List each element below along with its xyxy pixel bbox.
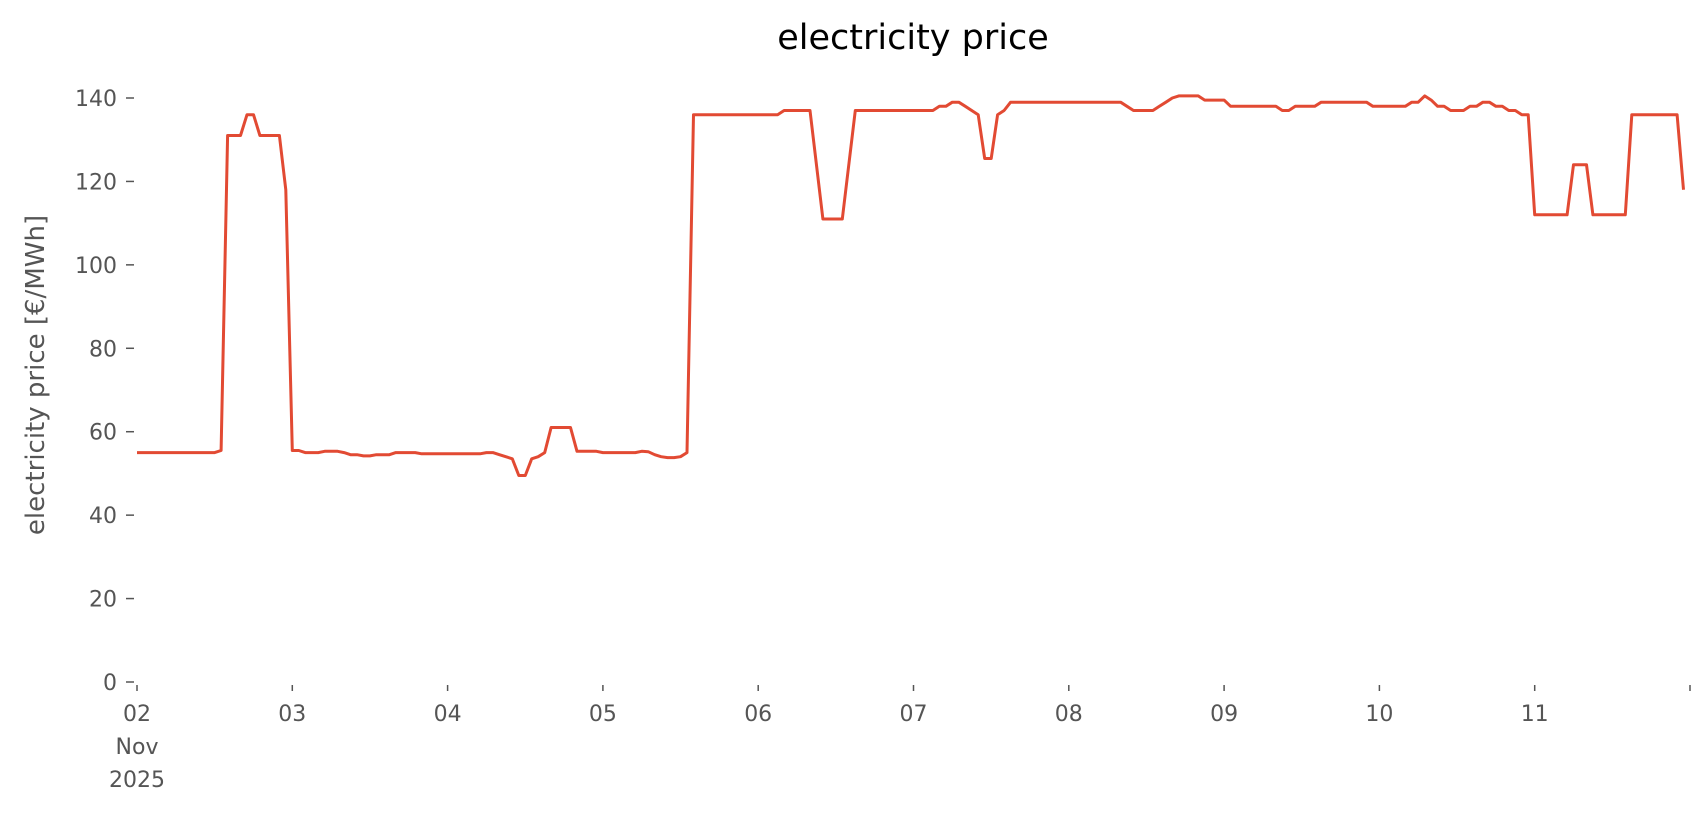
y-tick-label: 80 [89, 337, 117, 362]
x-tick-label: 05 [589, 702, 617, 727]
x-tick-label: 04 [434, 702, 462, 727]
x-axis: 02 Nov 2025 03 04 05 06 07 08 09 10 11 [109, 685, 1691, 793]
x-tick-label: 2025 [109, 768, 165, 793]
y-axis-label: electricity price [€/MWh] [21, 215, 51, 535]
price-line [137, 94, 1685, 477]
y-tick-label: 120 [75, 170, 117, 195]
y-tick-label: 60 [89, 421, 117, 446]
x-tick-label: Nov [116, 735, 159, 760]
x-tick-label: 09 [1210, 702, 1238, 727]
y-tick-label: 100 [75, 254, 117, 279]
y-tick-label: 140 [75, 87, 117, 112]
x-tick-label: 03 [278, 702, 306, 727]
y-tick-label: 40 [89, 504, 117, 529]
x-tick-label: 11 [1521, 702, 1549, 727]
y-tick-label: 0 [103, 671, 117, 696]
x-tick-label: 06 [744, 702, 772, 727]
x-tick-label: 07 [900, 702, 928, 727]
chart-title: electricity price [777, 18, 1049, 58]
x-tick-label: 02 [123, 702, 151, 727]
x-tick-label: 08 [1055, 702, 1083, 727]
y-axis: 0 20 40 60 80 100 120 140 [75, 87, 134, 696]
y-tick-label: 20 [89, 588, 117, 613]
x-tick-label: 10 [1365, 702, 1393, 727]
